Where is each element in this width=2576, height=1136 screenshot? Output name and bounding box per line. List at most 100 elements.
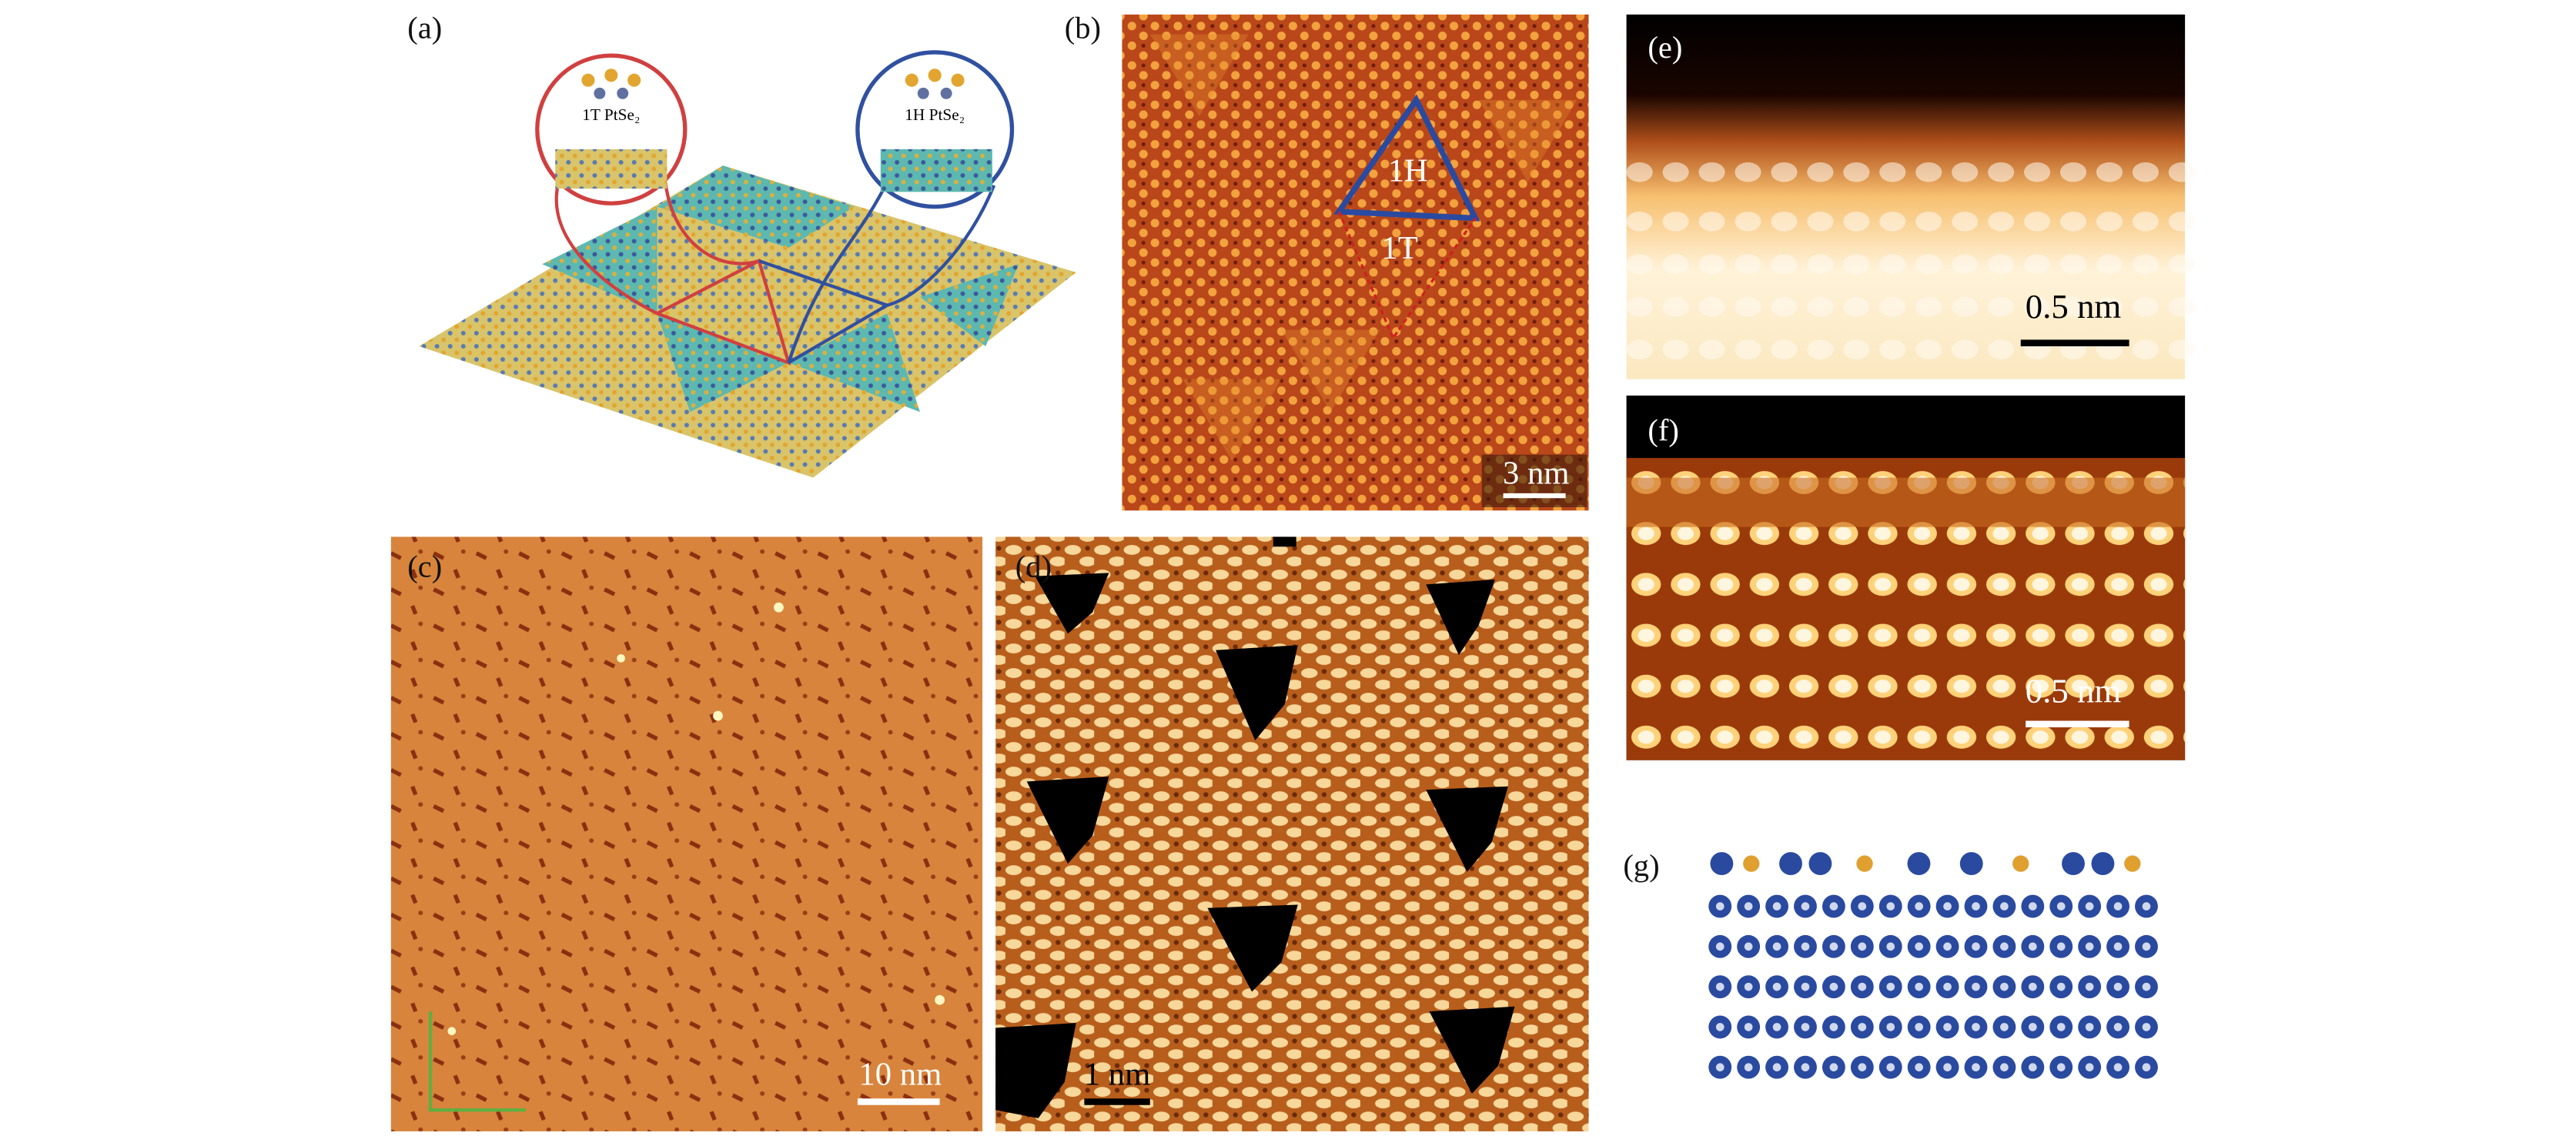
atom	[1626, 339, 1653, 359]
atom-highlight	[2028, 942, 2037, 951]
atom	[1879, 296, 1906, 317]
atom	[1626, 296, 1653, 317]
annotation: 1H PtSe₂	[905, 105, 965, 124]
atom-highlight	[1886, 982, 1895, 991]
atom-highlight	[1829, 942, 1838, 951]
atom	[1808, 852, 1832, 876]
atom-highlight	[1915, 982, 1923, 991]
atom-highlight	[1943, 942, 1952, 951]
atom-highlight	[1972, 982, 1980, 991]
atom	[1662, 211, 1689, 232]
annotation: 1H	[1388, 153, 1428, 189]
atom	[1856, 855, 1873, 872]
atom-highlight	[2085, 1023, 2094, 1031]
atom	[1662, 162, 1689, 182]
atom-highlight	[2113, 982, 2123, 991]
atom	[1626, 162, 1653, 182]
atom-highlight	[1715, 982, 1725, 991]
atom-highlight	[1801, 1063, 1810, 1072]
atom	[1988, 339, 2015, 359]
atom-highlight	[2056, 1063, 2066, 1072]
atom	[1915, 211, 1942, 232]
lattice-rows	[1626, 162, 2195, 359]
atom	[1952, 211, 1979, 232]
atom-highlight	[1915, 902, 1923, 910]
atom-highlight	[2056, 982, 2066, 991]
atom-highlight	[1886, 1063, 1895, 1072]
atom-highlight	[2113, 1023, 2123, 1031]
atom	[1771, 162, 1798, 182]
atom-highlight	[1858, 982, 1867, 991]
atom-highlight	[1915, 1023, 1923, 1031]
atom	[1879, 254, 1906, 275]
atom-highlight	[1943, 902, 1952, 910]
atom	[1915, 254, 1942, 275]
atom	[1807, 162, 1834, 182]
triangle	[1337, 211, 1477, 341]
atom	[1807, 254, 1834, 275]
atom-highlight	[1772, 982, 1781, 991]
atom	[1952, 254, 1979, 275]
atom	[1779, 852, 1802, 876]
atom-highlight	[2056, 942, 2066, 951]
atom	[1952, 339, 1979, 359]
atom	[1843, 254, 1870, 275]
atom	[1843, 339, 1870, 359]
atom-highlight	[1829, 982, 1838, 991]
atom	[2168, 296, 2195, 317]
atom	[1907, 852, 1931, 876]
atom-highlight	[2113, 1063, 2123, 1072]
atom	[1807, 296, 1834, 317]
atom	[1698, 296, 1725, 317]
atom	[2124, 855, 2141, 872]
atom	[1988, 211, 2015, 232]
stem-image	[1626, 14, 2186, 379]
atom-highlight	[1972, 1023, 1980, 1031]
atom-highlight	[2142, 942, 2151, 951]
atom	[1807, 339, 1834, 359]
atom	[1698, 211, 1725, 232]
atom-highlight	[1744, 982, 1753, 991]
atom	[1735, 339, 1761, 359]
atom-highlight	[2028, 982, 2037, 991]
atom	[1988, 254, 2015, 275]
atom	[1915, 339, 1942, 359]
atom-highlight	[2142, 1063, 2151, 1072]
atom-highlight	[1972, 1063, 1980, 1072]
atom-highlight	[2085, 982, 2094, 991]
atom-highlight	[2056, 1023, 2066, 1031]
atom-highlight	[1858, 942, 1867, 951]
atom	[2059, 296, 2087, 317]
atom	[2012, 855, 2029, 872]
atom	[2059, 162, 2087, 182]
atom	[2132, 254, 2159, 275]
atom-highlight	[2000, 902, 2009, 910]
atom	[2132, 296, 2159, 317]
atom	[1698, 162, 1725, 182]
atom	[1915, 296, 1942, 317]
atom-highlight	[2028, 1023, 2037, 1031]
atom-highlight	[1772, 1063, 1781, 1072]
atom-highlight	[1886, 942, 1895, 951]
atom	[2168, 254, 2195, 275]
atom-highlight	[1801, 902, 1810, 910]
atom	[2091, 852, 2115, 876]
atom-highlight	[2028, 902, 2037, 910]
atom	[1735, 296, 1761, 317]
atom-highlight	[2028, 1063, 2037, 1072]
atom-highlight	[1715, 1063, 1725, 1072]
atom	[2132, 162, 2159, 182]
atom	[2168, 339, 2195, 359]
atom-highlight	[1715, 1023, 1725, 1031]
atom	[1771, 339, 1798, 359]
panel-label: (a)	[407, 11, 442, 45]
atom	[1988, 296, 2015, 317]
atom-highlight	[2085, 902, 2094, 910]
atom	[1807, 211, 1834, 232]
atom-highlight	[1744, 942, 1753, 951]
atom-highlight	[1943, 982, 1952, 991]
atom	[1959, 852, 1983, 876]
atom-highlight	[1715, 902, 1725, 910]
atom-highlight	[2113, 902, 2123, 910]
